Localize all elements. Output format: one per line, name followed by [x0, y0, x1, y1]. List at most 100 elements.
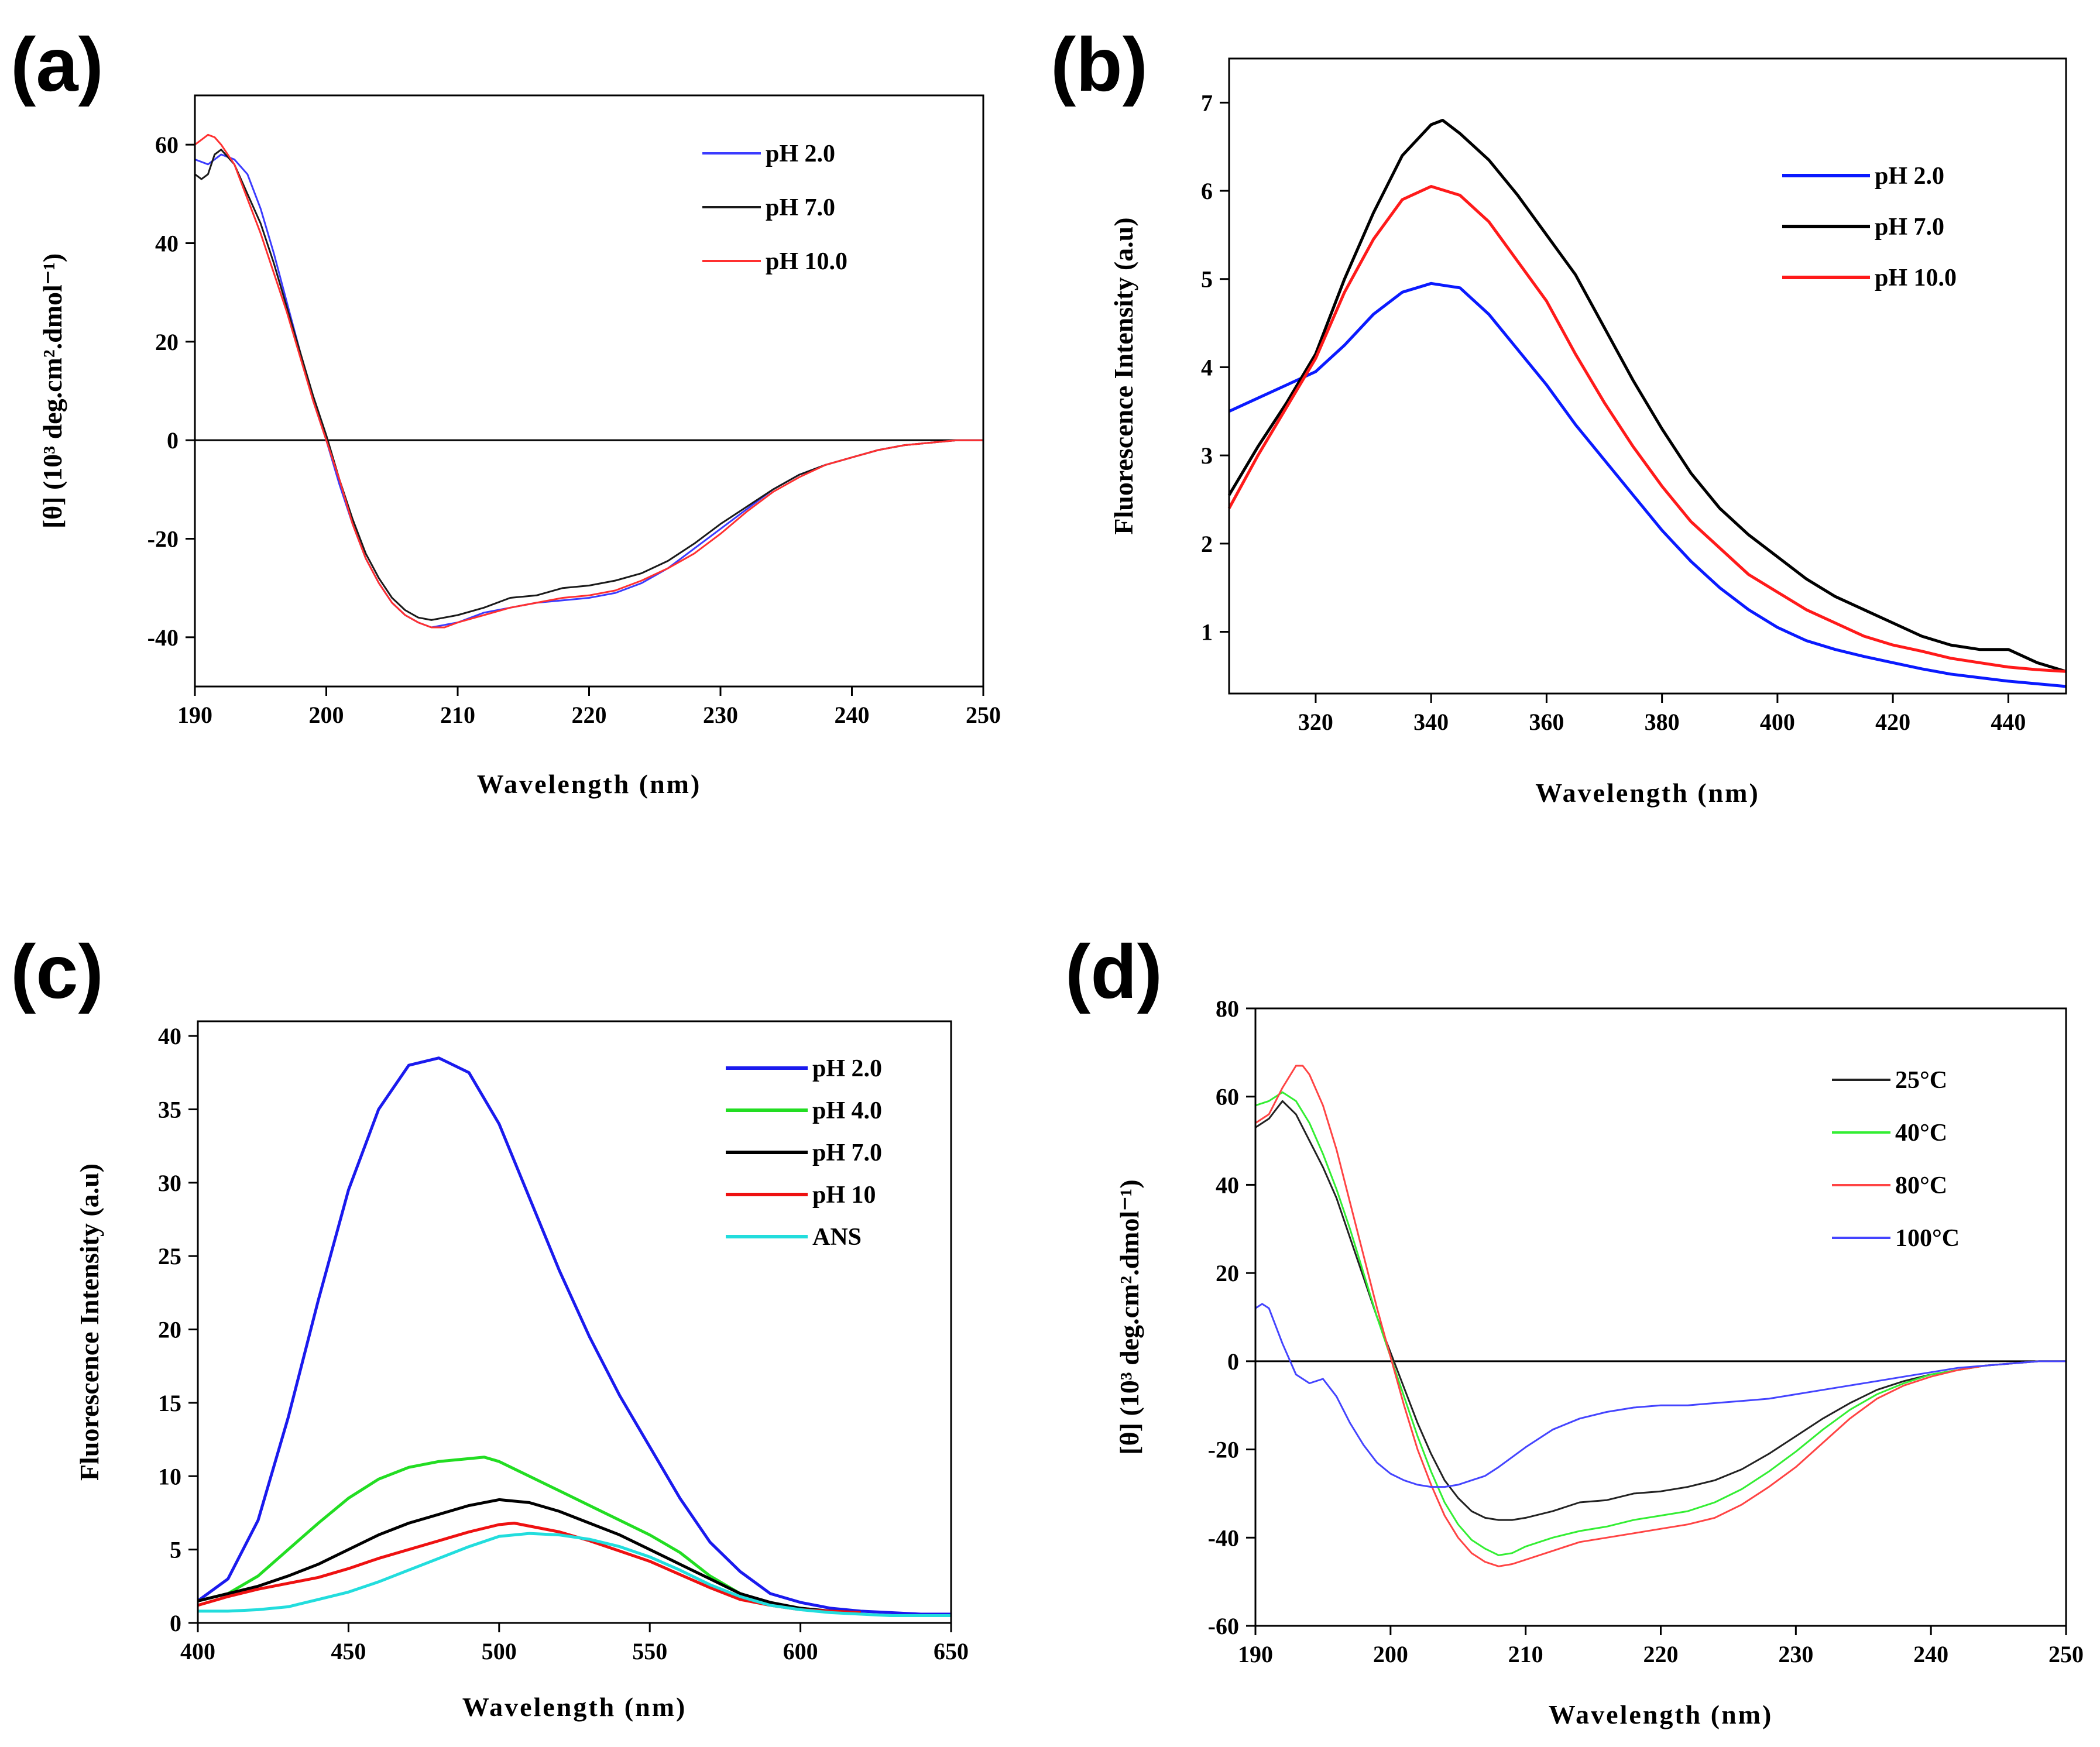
- x-tick-label: 440: [1991, 709, 2026, 735]
- x-tick-label: 240: [835, 702, 870, 728]
- series-line-2: [194, 133, 983, 629]
- legend-label: pH 7.0: [1875, 214, 1944, 241]
- y-tick-label: 0: [167, 427, 179, 454]
- legend-label: pH 10: [812, 1182, 876, 1209]
- legend-label: pH 10.0: [766, 248, 847, 275]
- y-tick-label: 40: [1216, 1172, 1239, 1198]
- x-tick-label: 320: [1298, 709, 1333, 735]
- panel-2: (c) 400 450 500 550 600 650 0 5 10 15 20 25 30 35 40 Wav…: [11, 929, 969, 1722]
- x-tick-label: 360: [1529, 709, 1564, 735]
- panel-3: (d) 190 200 210 220 230 240 250 -60 -40 -20 0 20 40 60…: [1065, 929, 2084, 1729]
- x-tick-label: 450: [331, 1638, 366, 1664]
- legend-label: pH 10.0: [1875, 265, 1957, 291]
- y-tick-label: 20: [155, 329, 179, 355]
- y-axis-label: Fluorescence Intensity (a.u): [1109, 217, 1138, 534]
- series-line-2: [1255, 1065, 2066, 1567]
- plot-frame: [1228, 57, 2067, 695]
- x-tick-label: 500: [482, 1638, 517, 1664]
- x-tick-label: 190: [1238, 1641, 1273, 1667]
- series-line-3: [1255, 1303, 2066, 1488]
- y-tick-label: 7: [1201, 90, 1213, 116]
- y-tick-label: 40: [158, 1023, 181, 1049]
- y-tick-label: 40: [155, 231, 179, 257]
- x-tick-label: 210: [1508, 1641, 1543, 1667]
- series-line-0: [197, 1056, 951, 1616]
- y-tick-label: 0: [1227, 1348, 1239, 1375]
- x-tick-label: 250: [966, 702, 1001, 728]
- legend-label: pH 7.0: [766, 194, 835, 221]
- panel-letter: (d): [1065, 929, 1162, 1014]
- y-tick-label: 30: [158, 1170, 181, 1196]
- legend-label: 25°C: [1895, 1067, 1947, 1094]
- x-tick-label: 190: [177, 702, 212, 728]
- y-tick-label: 60: [155, 132, 179, 158]
- x-tick-label: 230: [703, 702, 738, 728]
- series-line-2: [197, 1498, 861, 1614]
- legend-label: 80°C: [1895, 1172, 1947, 1199]
- panel-letter: (c): [11, 929, 104, 1014]
- x-tick-label: 420: [1875, 709, 1910, 735]
- legend-label: pH 2.0: [766, 140, 835, 167]
- series-line-0: [1255, 1100, 2066, 1521]
- y-tick-label: 35: [158, 1096, 181, 1123]
- legend-label: 40°C: [1895, 1120, 1947, 1147]
- y-tick-label: 80: [1216, 996, 1239, 1022]
- x-tick-label: 240: [1913, 1641, 1948, 1667]
- y-tick-label: 4: [1201, 354, 1213, 380]
- x-tick-label: 250: [2048, 1641, 2084, 1667]
- series-line-2: [1227, 185, 2067, 673]
- legend-label: pH 7.0: [812, 1140, 882, 1166]
- y-tick-label: 5: [1201, 266, 1213, 293]
- legend-label: pH 2.0: [1875, 163, 1944, 190]
- legend-label: pH 4.0: [812, 1097, 882, 1124]
- y-tick-label: 5: [170, 1537, 181, 1563]
- y-tick-label: 6: [1201, 178, 1213, 204]
- panel-1: (b) 320 340 360 380 400 420 440 1 2 3 4 5 6 7 Wavelengt…: [1051, 22, 2067, 808]
- y-tick-label: -20: [1208, 1437, 1239, 1463]
- x-axis-label: Wavelength (nm): [1535, 778, 1760, 808]
- y-axis-label: Fluorescence Intensity (a.u): [74, 1163, 104, 1481]
- y-tick-label: 10: [158, 1463, 181, 1489]
- y-axis-label: [θ] (10³ deg.cm².dmol⁻¹): [37, 253, 67, 528]
- series-line-4: [198, 1532, 951, 1617]
- panel-letter: (b): [1051, 22, 1148, 107]
- series-line-1: [194, 149, 983, 621]
- x-tick-label: 220: [1643, 1641, 1679, 1667]
- x-tick-label: 550: [632, 1638, 667, 1664]
- x-tick-label: 200: [1373, 1641, 1408, 1667]
- legend-label: 100°C: [1895, 1225, 1960, 1252]
- x-tick-label: 230: [1778, 1641, 1813, 1667]
- series-line-3: [197, 1522, 861, 1614]
- plot-frame: [197, 1020, 952, 1624]
- series-line-1: [1227, 119, 2067, 673]
- y-tick-label: 25: [158, 1243, 181, 1269]
- y-tick-label: -40: [147, 624, 179, 651]
- x-tick-label: 200: [309, 702, 344, 728]
- y-tick-label: 20: [1216, 1260, 1239, 1286]
- legend-label: pH 2.0: [812, 1055, 882, 1082]
- series-line-0: [194, 153, 983, 629]
- y-tick-label: -60: [1208, 1613, 1239, 1639]
- y-tick-label: 20: [158, 1317, 181, 1343]
- y-tick-label: 60: [1216, 1084, 1239, 1110]
- y-tick-label: 1: [1201, 619, 1213, 646]
- y-tick-label: -20: [147, 526, 179, 552]
- y-tick-label: 3: [1201, 442, 1213, 469]
- legend-label: ANS: [812, 1224, 862, 1251]
- x-tick-label: 210: [440, 702, 475, 728]
- x-axis-label: Wavelength (nm): [477, 769, 702, 799]
- panel-letter: (a): [11, 22, 104, 107]
- x-tick-label: 600: [783, 1638, 818, 1664]
- x-tick-label: 220: [572, 702, 607, 728]
- series-line-1: [1255, 1091, 2066, 1556]
- series-line-0: [1228, 282, 2067, 688]
- x-tick-label: 650: [934, 1638, 969, 1664]
- y-tick-label: -40: [1208, 1525, 1239, 1551]
- x-tick-label: 380: [1645, 709, 1680, 735]
- y-axis-label: [θ] (10³ deg.cm².dmol⁻¹): [1114, 1179, 1144, 1454]
- x-tick-label: 340: [1413, 709, 1449, 735]
- y-tick-label: 15: [158, 1390, 181, 1416]
- panel-0: (a) 190 200 210 220 230 240 250 -40 -20 0 20 40 60 Wav…: [11, 22, 1001, 799]
- y-tick-label: 2: [1201, 531, 1213, 557]
